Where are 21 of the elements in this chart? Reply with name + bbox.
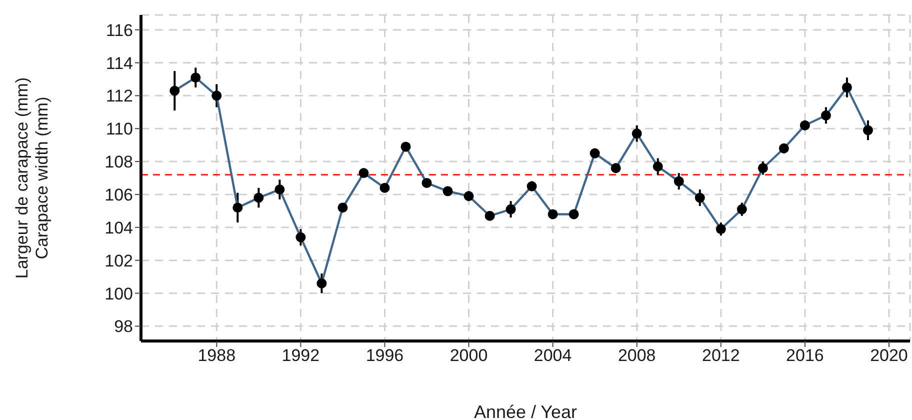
x-tick-label: 1996 [366, 346, 404, 366]
y-tick-label: 108 [104, 152, 133, 172]
y-tick-label: 112 [106, 86, 133, 106]
x-tick-label: 2016 [786, 346, 824, 366]
y-tick-label: 104 [104, 218, 133, 238]
y-tick-label: 114 [106, 54, 133, 73]
x-tick-label: 2004 [534, 346, 572, 366]
x-axis-title: Année / Year [474, 402, 578, 420]
y-tick-label: 102 [104, 251, 133, 270]
y-tick-label: 106 [104, 186, 133, 204]
y-tick-label: 116 [106, 20, 133, 40]
y-tick-label: 110 [106, 120, 133, 139]
x-tick-label: 2012 [702, 346, 740, 366]
y-axis-title: Largeur de carapace (mm) Carapace width (mm) [12, 77, 52, 279]
y-tick-label: 98 [114, 317, 133, 336]
y-tick-label: 100 [104, 284, 133, 304]
x-tick-label: 2008 [618, 346, 656, 366]
x-tick-label: 1992 [282, 346, 320, 366]
x-tick-label: 2020 [870, 346, 908, 366]
x-tick-label: 1988 [198, 346, 236, 366]
x-tick-label: 2000 [450, 346, 488, 366]
